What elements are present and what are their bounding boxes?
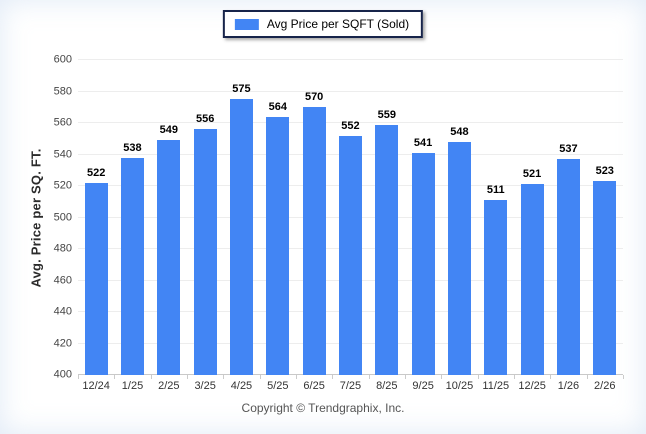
bar-cell: 570 xyxy=(296,60,332,375)
legend-swatch xyxy=(234,18,259,30)
axis-tick xyxy=(259,375,261,379)
bar-value-label: 552 xyxy=(341,119,360,132)
bar-value-label: 538 xyxy=(123,141,142,154)
y-axis-tick-label: 480 xyxy=(53,242,72,255)
bar-value-label: 549 xyxy=(159,124,178,137)
bar: 552 xyxy=(338,120,362,375)
axis-tick xyxy=(441,375,443,379)
bar: 523 xyxy=(593,165,617,375)
axis-tick xyxy=(150,375,152,379)
x-axis-tick-label: 5/25 xyxy=(267,380,289,392)
x-axis-tick-label: 8/25 xyxy=(376,380,398,392)
axis-tick xyxy=(296,375,297,379)
y-axis-tick-label: 440 xyxy=(53,305,72,318)
y-axis-tick-label: 580 xyxy=(53,85,72,97)
bar-value-label: 523 xyxy=(595,165,614,178)
x-axis-tick-label: 4/25 xyxy=(230,380,253,392)
y-axis-labels: 400 420 440 460 480 500 520 540 560 580 600 xyxy=(38,54,72,380)
axis-tick xyxy=(623,375,624,379)
bar-cell: 537 xyxy=(550,60,586,375)
bar-value-label: 548 xyxy=(450,125,469,138)
axis-tick xyxy=(332,375,334,379)
bar: 575 xyxy=(229,83,253,375)
bar-value-label: 511 xyxy=(486,184,505,197)
x-axis-tick-label: 3/25 xyxy=(194,380,216,392)
bar-value-label: 521 xyxy=(522,168,542,181)
y-axis-tick-label: 600 xyxy=(53,53,72,66)
x-axis-tick-label: 7/25 xyxy=(339,380,362,392)
legend: Avg Price per SQFT (Sold) xyxy=(222,10,424,38)
x-axis-tick-label: 1/25 xyxy=(121,380,144,392)
bar-cell: 521 xyxy=(514,60,550,375)
axis-tick xyxy=(368,375,370,379)
y-axis-tick-label: 420 xyxy=(53,337,72,349)
bar-cell: 575 xyxy=(223,60,259,375)
bar-value-label: 537 xyxy=(559,143,578,156)
y-axis-tick-label: 540 xyxy=(53,148,72,160)
x-axis-tick-label: 12/24 xyxy=(82,380,110,392)
bar-value-label: 559 xyxy=(377,108,396,121)
bar-cell: 538 xyxy=(114,60,150,375)
axis-tick xyxy=(114,375,116,379)
bar-cell: 548 xyxy=(441,60,477,375)
y-axis-tick-label: 500 xyxy=(53,211,72,223)
bar-cell: 552 xyxy=(332,60,368,375)
bar-value-label: 556 xyxy=(195,113,215,126)
x-axis-tick-label: 11/25 xyxy=(482,380,510,392)
bar-cell: 523 xyxy=(587,60,623,375)
bar: 570 xyxy=(302,91,326,375)
bar-cell: 556 xyxy=(187,60,223,375)
bar: 522 xyxy=(84,167,108,375)
bar-cell: 559 xyxy=(369,60,405,375)
bar: 556 xyxy=(193,113,217,375)
x-axis-ticks xyxy=(78,375,624,379)
gridline xyxy=(78,59,623,60)
bar-value-label: 575 xyxy=(232,83,251,96)
bar: 511 xyxy=(484,184,508,375)
bar-cell: 549 xyxy=(151,60,187,375)
x-axis-tick-label: 2/25 xyxy=(158,380,180,392)
x-axis-tick-label: 1/26 xyxy=(557,380,580,392)
x-axis-tick-label: 10/25 xyxy=(445,380,474,392)
gridline xyxy=(78,90,623,92)
y-axis-tick-label: 460 xyxy=(53,274,72,286)
bars-container: 522 538 549 556 575 564 570 552 559 541 548 511 521 5… xyxy=(78,60,623,375)
y-axis-tick-label: 400 xyxy=(53,368,72,381)
bar-cell: 511 xyxy=(478,60,514,375)
bar: 521 xyxy=(520,168,544,375)
x-axis-tick-label: 9/25 xyxy=(412,380,434,392)
bar: 549 xyxy=(157,124,181,375)
bar: 541 xyxy=(411,137,435,375)
axis-tick xyxy=(405,375,406,379)
y-axis-tick-label: 520 xyxy=(53,179,72,192)
bar-cell: 564 xyxy=(260,60,296,375)
bar: 538 xyxy=(120,142,144,375)
axis-tick xyxy=(550,375,552,379)
bar-cell: 522 xyxy=(78,60,114,375)
bar-value-label: 564 xyxy=(268,100,287,113)
axis-tick xyxy=(586,375,588,379)
x-axis-labels: 12/24 1/25 2/25 3/25 4/25 5/25 6/25 7/25 8/25 9/2… xyxy=(78,380,623,392)
legend-label: Avg Price per SQFT (Sold) xyxy=(266,17,410,31)
axis-tick xyxy=(78,375,79,379)
plot-area: 522 538 549 556 575 564 570 552 559 541 548 511 521 5… xyxy=(78,59,623,375)
bar-value-label: 570 xyxy=(304,91,324,104)
bar: 564 xyxy=(266,101,290,375)
axis-tick xyxy=(223,375,225,379)
gridline xyxy=(78,122,623,123)
axis-tick xyxy=(514,375,515,379)
x-axis-tick-label: 6/25 xyxy=(303,380,325,392)
bar-value-label: 522 xyxy=(86,166,106,179)
bar: 559 xyxy=(375,109,399,375)
bar-cell: 541 xyxy=(405,60,441,375)
y-axis-tick-label: 560 xyxy=(53,116,72,129)
axis-tick xyxy=(187,375,188,379)
x-axis-tick-label: 12/25 xyxy=(518,380,546,392)
bar-value-label: 541 xyxy=(413,136,433,149)
x-axis-tick-label: 2/26 xyxy=(594,380,616,392)
axis-tick xyxy=(477,375,479,379)
bar: 537 xyxy=(556,143,580,375)
bar: 548 xyxy=(447,126,471,375)
footer-copyright: Copyright © Trendgraphix, Inc. xyxy=(241,401,405,415)
